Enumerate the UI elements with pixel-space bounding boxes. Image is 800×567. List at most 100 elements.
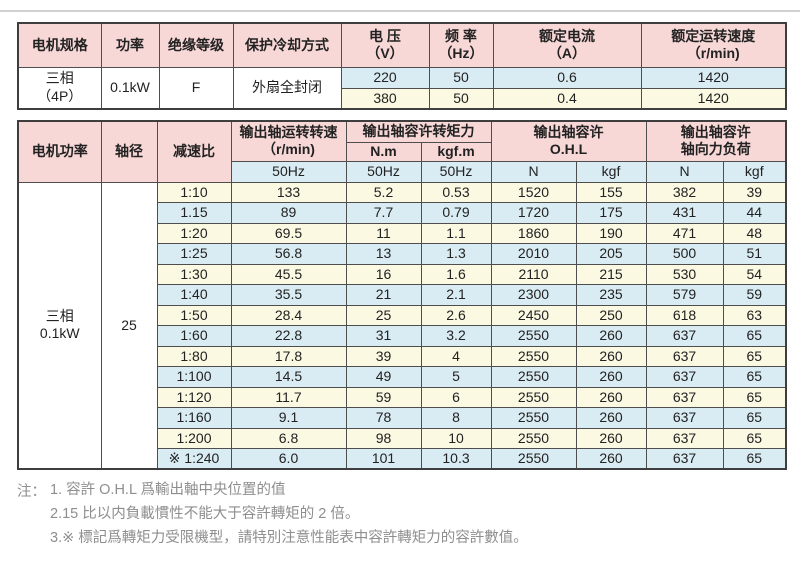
table-row: 1:50 28.4 25 2.6 2450 250 618 63 (18, 304, 787, 326)
ratio-cell: 1:120 (156, 386, 232, 408)
torque-kgfm-cell: 2.1 (420, 284, 492, 306)
note-prefix: 注： (17, 484, 46, 500)
header-axial-n: N (645, 160, 724, 183)
header-output-torque: 输出轴容许转矩力 (345, 120, 492, 143)
torque-nm-cell: 13 (345, 243, 422, 265)
ohl-n-cell: 2110 (490, 263, 577, 285)
top-divider (0, 10, 800, 12)
speed-50hz-cell: 6.8 (230, 427, 347, 449)
table-row: 380 50 0.4 1420 (18, 87, 787, 110)
ohl-kgf-cell: 215 (575, 263, 647, 285)
ratio-cell: 1:100 (156, 366, 232, 388)
torque-kgfm-cell: 10.3 (420, 448, 492, 470)
header-motor-spec: 电机规格 (17, 22, 102, 68)
header-motor-power: 电机功率 (17, 120, 102, 183)
axial-n-cell: 637 (645, 407, 724, 429)
header-axial-kgf: kgf (722, 160, 787, 183)
header-ohl-n: N (490, 160, 577, 183)
ohl-n-cell: 2010 (490, 243, 577, 265)
axial-kgf-cell: 44 (722, 202, 787, 224)
axial-kgf-cell: 65 (722, 407, 787, 429)
speed-cell: 1420 (640, 66, 787, 89)
table-row: 1:60 22.8 31 3.2 2550 260 637 65 (18, 325, 787, 347)
motor-type-cell: 三相 （4P） (17, 66, 102, 110)
axial-n-cell: 637 (645, 386, 724, 408)
note-line: 1. 容許 O.H.L 爲輸出軸中央位置的值 (50, 482, 286, 498)
ohl-kgf-cell: 260 (575, 427, 647, 449)
header-reduction-ratio: 减速比 (156, 120, 232, 183)
torque-nm-cell: 101 (345, 448, 422, 470)
speed-50hz-cell: 35.5 (230, 284, 347, 306)
shaft-diameter-value-cell: 25 (100, 181, 158, 470)
ratio-cell: 1:10 (156, 181, 232, 203)
ohl-kgf-cell: 175 (575, 202, 647, 224)
ohl-kgf-cell: 260 (575, 345, 647, 367)
header-torque-kgfm: kgf.m (420, 141, 492, 162)
ohl-n-cell: 2550 (490, 427, 577, 449)
ratio-cell: 1.15 (156, 202, 232, 224)
speed-50hz-cell: 45.5 (230, 263, 347, 285)
axial-n-cell: 618 (645, 304, 724, 326)
header-shaft-diameter: 轴径 (100, 120, 158, 183)
ohl-n-cell: 2550 (490, 386, 577, 408)
torque-nm-cell: 49 (345, 366, 422, 388)
ohl-kgf-cell: 205 (575, 243, 647, 265)
ratio-cell: 1:160 (156, 407, 232, 429)
header-insulation-class: 绝缘等级 (158, 22, 234, 68)
torque-nm-cell: 39 (345, 345, 422, 367)
gear-header-row-2: N.m kgf.m (18, 141, 786, 162)
torque-nm-cell: 16 (345, 263, 422, 285)
torque-nm-cell: 7.7 (345, 202, 422, 224)
table-row: 1:80 17.8 39 4 2550 260 637 65 (18, 345, 787, 367)
torque-kgfm-cell: 6 (420, 386, 492, 408)
axial-kgf-cell: 59 (722, 284, 787, 306)
speed-cell: 1420 (640, 87, 787, 110)
torque-nm-cell: 5.2 (345, 181, 422, 203)
current-cell: 0.4 (492, 87, 642, 110)
torque-kgfm-cell: 10 (420, 427, 492, 449)
header-power: 功率 (100, 22, 160, 68)
ratio-cell: ※ 1:240 (156, 448, 232, 470)
table-row: 1:160 9.1 78 8 2550 260 637 65 (18, 407, 787, 429)
axial-kgf-cell: 65 (722, 345, 787, 367)
header-rated-speed: 额定运转速度 （r/min) (640, 22, 787, 68)
header-axial-load: 输出轴容许 轴向力负荷 (645, 120, 787, 162)
axial-n-cell: 431 (645, 202, 724, 224)
table-row: 1:40 35.5 21 2.1 2300 235 579 59 (18, 284, 787, 306)
voltage-cell: 380 (340, 87, 430, 110)
axial-n-cell: 530 (645, 263, 724, 285)
table-row: 三相 0.1kW 25 1:10 133 5.2 0.53 1520 155 382 39 (17, 181, 787, 470)
speed-50hz-cell: 56.8 (230, 243, 347, 265)
ratio-cell: 1:25 (156, 243, 232, 265)
torque-kgfm-cell: 4 (420, 345, 492, 367)
torque-kgfm-cell: 5 (420, 366, 492, 388)
axial-n-cell: 637 (645, 325, 724, 347)
ratio-cell: 1:20 (156, 222, 232, 244)
ohl-kgf-cell: 260 (575, 448, 647, 470)
table-row: ※ 1:240 6.0 101 10.3 2550 260 637 65 (18, 448, 787, 470)
footnotes: 注： 1. 容許 O.H.L 爲輸出軸中央位置的值 2.15 比以内負載慣性不能大… (17, 478, 783, 550)
gear-header-row-1: 电机功率 轴径 减速比 输出轴运转转速 （r/min) 输出轴容许转矩力 输出轴… (17, 120, 787, 183)
header-output-speed: 输出轴运转转速 （r/min) (230, 120, 347, 162)
speed-50hz-cell: 22.8 (230, 325, 347, 347)
speed-50hz-cell: 17.8 (230, 345, 347, 367)
header-frequency: 频 率 （Hz） (428, 22, 494, 68)
gear-header-row-3: 50Hz 50Hz 50Hz N kgf N kgf (18, 160, 787, 183)
header-torque-nm: N.m (345, 141, 422, 162)
speed-50hz-cell: 11.7 (230, 386, 347, 408)
insulation-class-cell: F (158, 66, 234, 110)
ohl-n-cell: 1520 (490, 181, 577, 203)
torque-nm-cell: 98 (345, 427, 422, 449)
header-voltage: 电 压 （V） (340, 22, 430, 68)
note-list: 1. 容許 O.H.L 爲輸出軸中央位置的值 2.15 比以内負載慣性不能大于容許… (50, 478, 783, 550)
torque-kgfm-cell: 1.6 (420, 263, 492, 285)
ohl-n-cell: 1860 (490, 222, 577, 244)
note-line: 3.※ 標記爲轉矩力受限機型，請特別注意性能表中容許轉矩力的容許數值。 (50, 530, 528, 546)
table-row: 三相 （4P） 0.1kW F 外扇全封闭 220 50 0.6 1420 (17, 66, 787, 110)
ratio-cell: 1:60 (156, 325, 232, 347)
gear-table-body: 三相 0.1kW 25 1:10 133 5.2 0.53 1520 155 382 39 1.15… (17, 181, 787, 470)
cooling-cell: 外扇全封闭 (232, 66, 342, 110)
speed-50hz-cell: 69.5 (230, 222, 347, 244)
axial-kgf-cell: 48 (722, 222, 787, 244)
frequency-cell: 50 (428, 87, 494, 110)
